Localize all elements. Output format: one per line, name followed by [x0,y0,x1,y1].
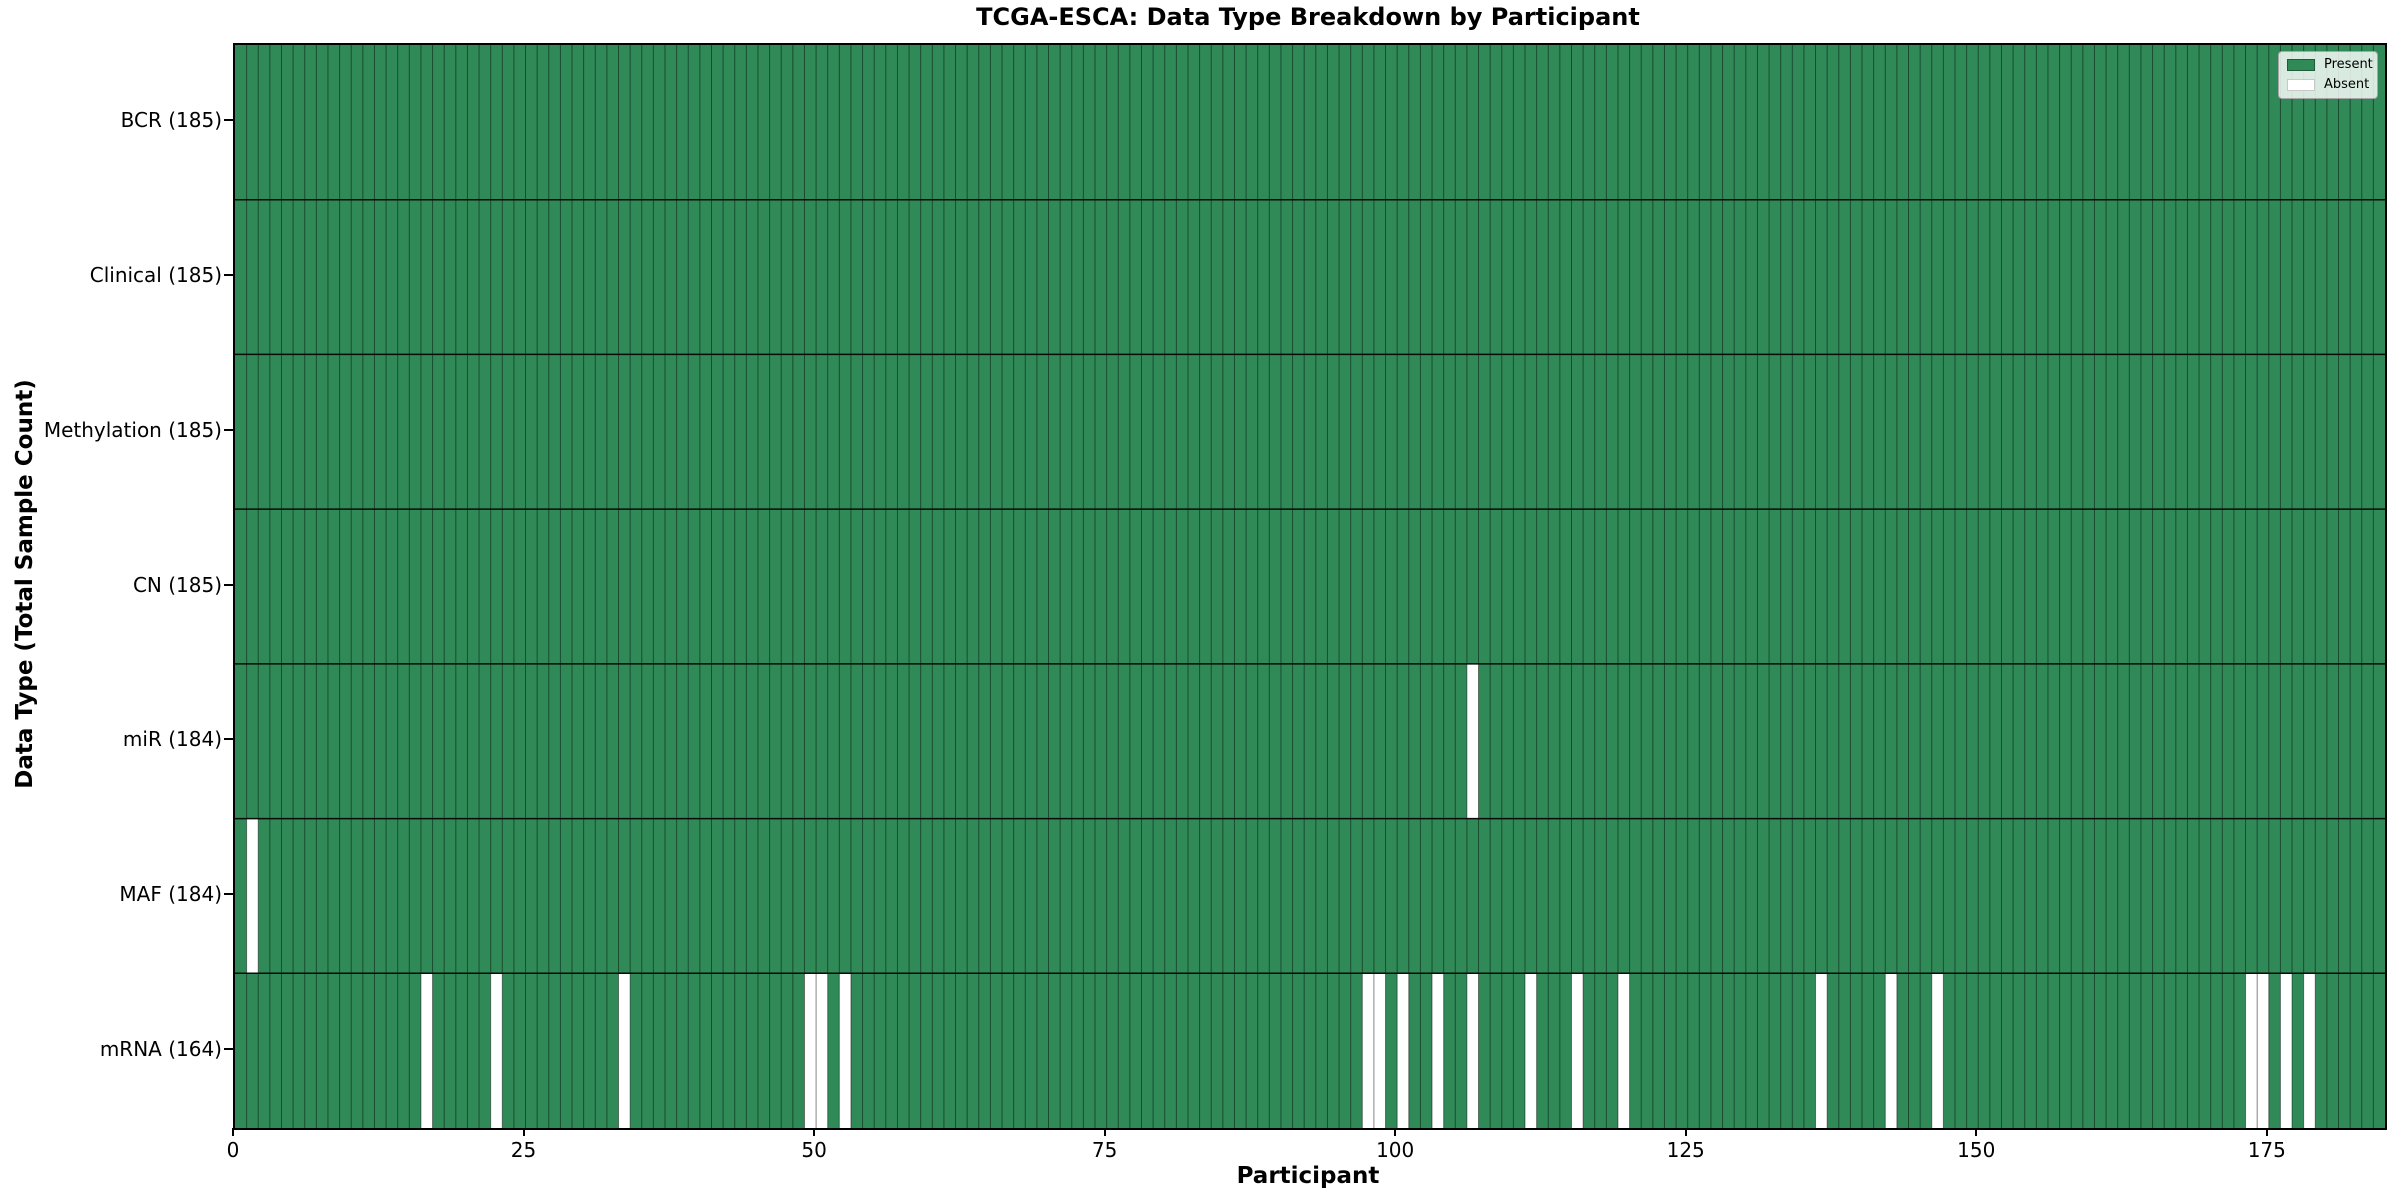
x-tick-label: 125 [1666,1138,1705,1162]
y-tick-label: BCR (185) [120,108,222,133]
x-tick-label: 25 [510,1138,537,1162]
legend-present-swatch-icon [2287,58,2315,71]
absent-cell [1466,663,1479,819]
x-tick-label: 75 [1091,1138,1118,1162]
plot-area: Present Absent [233,43,2387,1130]
y-tick-label: Clinical (185) [89,263,222,288]
absent-cell [490,973,503,1128]
absent-cell [246,818,259,974]
y-tick-mark [224,892,233,895]
x-tick-label: 150 [1957,1138,1996,1162]
absent-cell [1617,973,1630,1128]
legend-absent-swatch-icon [2287,78,2315,91]
absent-cell [2245,973,2258,1128]
y-tick-mark [224,119,233,122]
y-tick-mark [224,738,233,741]
legend-label-present: Present [2324,57,2373,72]
absent-cell [1466,973,1479,1128]
legend-item-absent: Absent [2287,78,2369,91]
absent-cell [618,973,631,1128]
absent-cell [1815,973,1828,1128]
absent-cell [1931,973,1944,1128]
x-tick-label: 0 [226,1138,240,1162]
x-tick-label: 100 [1376,1138,1415,1162]
heatmap-svg [235,45,2385,1128]
present-cells-background [235,45,2385,1128]
x-axis-label: Participant [1236,1163,1380,1189]
absent-cell [1525,973,1537,1128]
absent-cell [2303,973,2316,1128]
x-tick-mark [1394,1128,1397,1136]
absent-cell [804,973,817,1128]
y-tick-label: Methylation (185) [43,417,222,442]
absent-cell [1432,973,1444,1128]
x-tick-mark [1975,1128,1978,1136]
x-tick-mark [522,1128,525,1136]
y-tick-label: MAF (184) [119,881,222,906]
absent-cell [1885,973,1897,1128]
absent-cell [420,973,433,1128]
y-tick-label: mRNA (164) [99,1036,222,1061]
absent-cell [2280,973,2293,1128]
y-tick-mark [224,1047,233,1050]
x-tick-mark [1103,1128,1106,1136]
legend: Present Absent [2278,51,2378,99]
x-tick-mark [1684,1128,1687,1136]
absent-cell [1373,973,1386,1128]
x-tick-mark [232,1128,234,1136]
absent-cell [839,973,851,1128]
legend-item-present: Present [2287,58,2373,71]
legend-label-absent: Absent [2324,77,2370,92]
absent-cell [816,973,828,1128]
y-tick-label: CN (185) [132,572,222,597]
x-tick-label: 175 [2247,1138,2286,1162]
y-tick-mark [224,428,233,431]
absent-cell [1571,973,1584,1128]
y-tick-mark [224,583,233,586]
x-tick-mark [2265,1128,2268,1136]
absent-cell [1362,973,1374,1128]
x-tick-label: 50 [801,1138,827,1162]
y-tick-label: miR (184) [122,727,222,752]
y-tick-mark [224,274,233,277]
chart-title: TCGA-ESCA: Data Type Breakdown by Partic… [976,3,1640,31]
x-tick-mark [813,1128,816,1136]
absent-cell [1397,973,1409,1128]
absent-cell [2257,973,2269,1128]
